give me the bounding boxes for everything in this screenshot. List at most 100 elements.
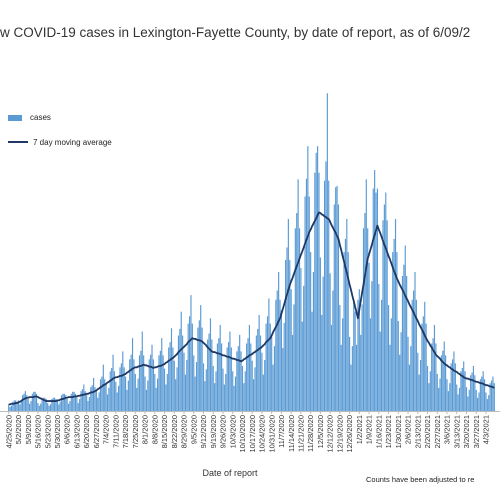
bar	[154, 373, 156, 411]
bar	[182, 335, 184, 411]
bar	[234, 376, 237, 411]
bar	[483, 379, 486, 411]
bar	[197, 327, 199, 411]
bar	[10, 405, 13, 411]
bar	[202, 363, 205, 411]
bar	[207, 339, 209, 411]
bar	[62, 393, 64, 411]
bar	[38, 405, 40, 411]
bar	[30, 401, 32, 411]
bar	[276, 290, 278, 411]
bar	[211, 339, 213, 411]
bar	[129, 359, 131, 411]
bar	[126, 389, 128, 411]
bar	[280, 310, 283, 411]
x-tick-label: 8/29/2020	[180, 415, 189, 448]
bar	[390, 318, 392, 411]
x-tick-label: 6/6/2020	[63, 415, 72, 444]
bar	[340, 344, 342, 411]
plot	[8, 93, 495, 412]
bar	[411, 299, 413, 411]
bar	[361, 304, 363, 411]
bar	[216, 343, 218, 411]
x-tick-label: 1/2/2021	[355, 415, 364, 444]
bar	[261, 352, 263, 411]
bar	[300, 268, 302, 411]
bar	[86, 395, 88, 411]
bar	[20, 401, 22, 411]
bar	[408, 364, 411, 411]
bar	[368, 262, 370, 411]
bar	[94, 387, 96, 411]
bar	[351, 346, 353, 411]
bar	[212, 365, 214, 411]
legend-label: cases	[30, 113, 51, 122]
bar	[219, 324, 221, 411]
bar	[485, 392, 487, 411]
x-tick-label: 2/20/2021	[423, 415, 432, 448]
bar	[8, 404, 10, 411]
bar	[19, 404, 21, 411]
bar	[240, 351, 242, 411]
bar	[264, 360, 266, 411]
bar	[273, 346, 276, 411]
bar	[172, 347, 174, 411]
bar	[55, 399, 57, 411]
bar	[131, 338, 134, 411]
bar	[457, 394, 459, 411]
x-tick-label: 3/6/2021	[443, 415, 452, 444]
bar	[303, 285, 305, 411]
bar	[88, 397, 90, 411]
bar	[289, 260, 291, 411]
bar	[17, 400, 20, 411]
bar	[297, 179, 299, 411]
bar	[406, 275, 408, 411]
bar	[44, 397, 46, 411]
bar	[458, 387, 461, 411]
bar	[141, 331, 143, 411]
bar	[23, 393, 25, 411]
bar	[73, 391, 75, 411]
bar	[95, 389, 97, 411]
x-tick-label: 2/13/2021	[413, 415, 422, 448]
bar	[401, 275, 404, 411]
bar	[410, 346, 412, 411]
bar	[165, 384, 167, 411]
bar	[34, 391, 36, 411]
bar	[325, 161, 327, 411]
bar	[162, 355, 164, 411]
bar	[177, 335, 180, 411]
bar	[278, 271, 280, 411]
bar	[136, 387, 138, 411]
bar	[143, 355, 145, 411]
bar	[119, 367, 121, 411]
bar	[233, 385, 235, 411]
bar	[60, 395, 63, 411]
bar	[109, 371, 111, 411]
x-tick-label: 5/2/2020	[14, 415, 23, 444]
x-tick-label: 1/23/2021	[384, 415, 393, 448]
bar	[379, 331, 381, 411]
bar	[293, 304, 295, 411]
bar	[81, 389, 84, 411]
bar	[225, 373, 227, 411]
bar	[87, 401, 89, 411]
bar	[449, 383, 451, 411]
bar	[478, 392, 480, 411]
bar	[304, 196, 306, 411]
bar	[479, 379, 481, 411]
x-tick-label: 1/16/2021	[374, 415, 383, 448]
x-tick-label: 9/12/2020	[199, 415, 208, 448]
x-tick-label: 12/19/2020	[335, 415, 344, 453]
x-tick-label: 6/13/2020	[72, 415, 81, 448]
bar	[291, 334, 294, 411]
bar	[91, 385, 93, 411]
bar	[296, 213, 298, 411]
bar	[179, 328, 181, 411]
bar	[310, 252, 312, 411]
bar	[200, 305, 202, 411]
bar	[307, 146, 309, 411]
bar	[66, 399, 68, 411]
bar	[69, 401, 71, 411]
bar	[337, 204, 340, 411]
